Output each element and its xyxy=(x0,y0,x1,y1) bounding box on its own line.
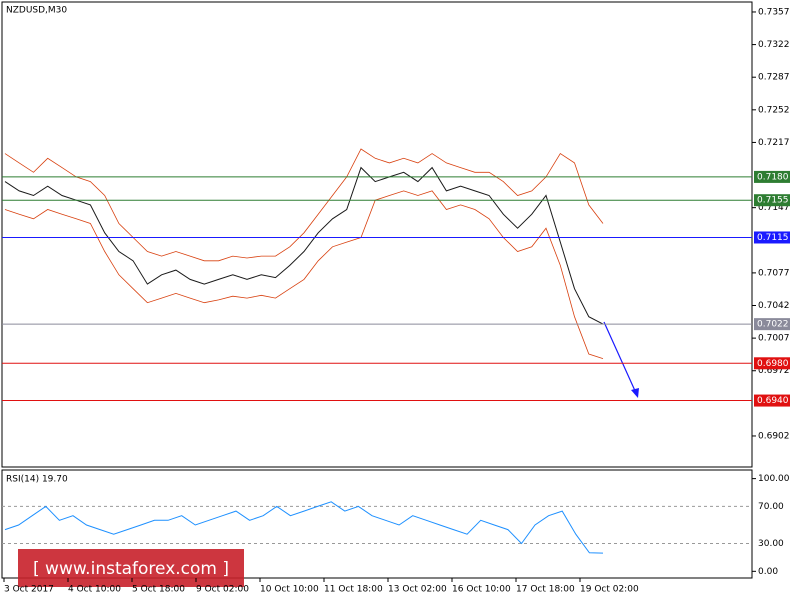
level-label: 0.6940 xyxy=(757,396,789,406)
level-label-box xyxy=(754,231,790,244)
y-tick-label: 0.6972 xyxy=(758,366,790,376)
rsi-title: RSI(14) 19.70 xyxy=(6,475,68,485)
y-tick-label: 0.7357 xyxy=(758,7,790,17)
x-tick-label: 19 Oct 02:00 xyxy=(580,585,639,595)
level-label-box xyxy=(754,394,790,407)
forecast-arrow xyxy=(603,321,637,394)
level-label-box xyxy=(754,357,790,370)
x-tick-label: 4 Oct 10:00 xyxy=(68,585,121,595)
bollinger-band xyxy=(4,148,604,262)
rsi-tick-label: 0.00 xyxy=(758,567,778,577)
arrow-head xyxy=(631,388,639,398)
price-pane xyxy=(1,1,753,468)
level-label: 0.7022 xyxy=(757,320,789,330)
x-tick-label: 17 Oct 18:00 xyxy=(516,585,575,595)
y-tick-label: 0.7252 xyxy=(758,105,790,115)
rsi-tick-label: 100.00 xyxy=(758,474,790,484)
symbol-label: NZDUSD,M30 xyxy=(6,6,67,16)
y-tick-label: 0.7287 xyxy=(758,73,790,83)
y-tick-label: 0.7147 xyxy=(758,203,790,213)
y-tick-label: 0.7322 xyxy=(758,40,790,50)
y-tick-label: 0.7007 xyxy=(758,334,790,344)
level-label: 0.7115 xyxy=(757,233,789,243)
x-tick-label: 5 Oct 18:00 xyxy=(132,585,185,595)
y-tick-label: 0.7217 xyxy=(758,138,790,148)
level-label: 0.6980 xyxy=(757,359,789,369)
x-tick-label: 16 Oct 10:00 xyxy=(452,585,511,595)
level-label-box xyxy=(754,318,790,331)
rsi-tick-label: 30.00 xyxy=(758,539,784,549)
y-tick-label: 0.6902 xyxy=(758,431,790,441)
rsi-tick-label: 70.00 xyxy=(758,502,784,512)
level-label: 0.7180 xyxy=(757,172,789,182)
x-tick-label: 11 Oct 18:00 xyxy=(324,585,383,595)
y-tick-label: 0.7077 xyxy=(758,268,790,278)
watermark-box xyxy=(18,549,244,587)
rsi-line xyxy=(4,501,604,554)
level-label-box xyxy=(754,170,790,183)
x-tick-label: 10 Oct 10:00 xyxy=(260,585,319,595)
y-tick-label: 0.7042 xyxy=(758,301,790,311)
x-tick-label: 9 Oct 02:00 xyxy=(196,585,249,595)
level-label-box xyxy=(754,194,790,207)
price-line xyxy=(4,166,604,325)
level-label: 0.7155 xyxy=(757,196,789,206)
watermark: [ www.instaforex.com ] xyxy=(33,559,229,579)
x-tick-label: 13 Oct 02:00 xyxy=(388,585,447,595)
x-tick-label: 3 Oct 2017 xyxy=(4,585,54,595)
